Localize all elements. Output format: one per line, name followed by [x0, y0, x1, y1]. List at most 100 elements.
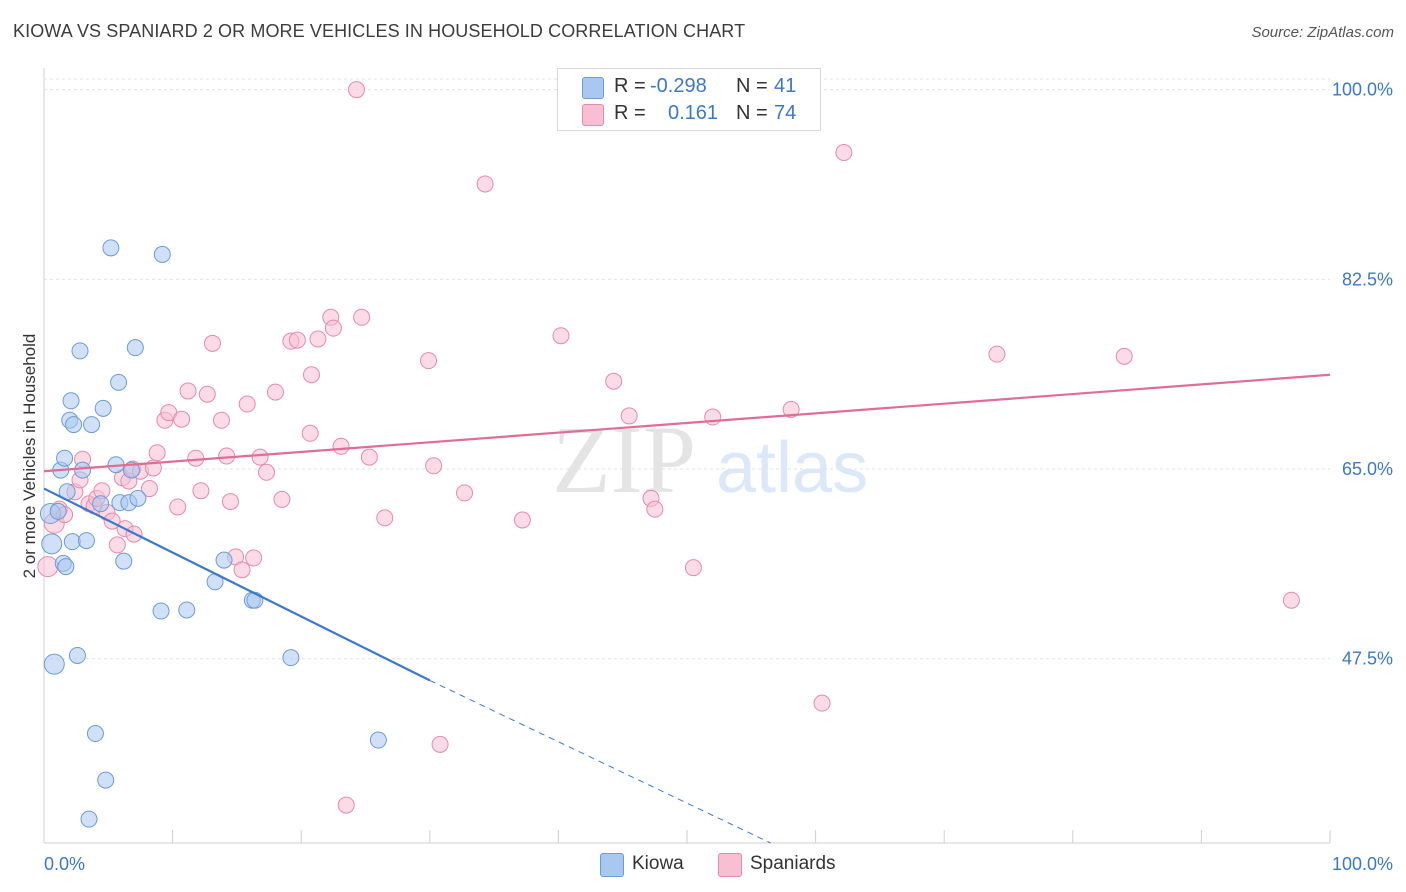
series-kiowa	[39, 239, 387, 828]
spaniards-point-25	[169, 498, 187, 516]
spaniards-point-56	[420, 352, 438, 370]
trend-lines	[43, 373, 1331, 844]
spaniards-point-20	[140, 480, 158, 498]
spaniards-point-70	[782, 400, 800, 418]
spaniards-point-61	[513, 511, 531, 529]
spaniards-point-44	[288, 331, 306, 349]
trendline-extension-kiowa	[429, 679, 771, 844]
spaniards-point-51	[337, 796, 355, 814]
trendline-kiowa	[43, 487, 431, 682]
spaniards-point-32	[212, 411, 230, 429]
spaniards-point-52	[347, 81, 365, 99]
spaniards-point-41	[266, 383, 284, 401]
kiowa-point-29	[122, 461, 140, 479]
spaniards-point-54	[360, 448, 378, 466]
kiowa-point-11	[63, 533, 81, 551]
kiowa-point-27	[115, 552, 133, 570]
spaniards-point-37	[238, 395, 256, 413]
r-value: 0.161	[668, 102, 719, 124]
spaniards-point-72	[835, 144, 853, 162]
kiowa-point-31	[129, 489, 147, 507]
kiowa-legend-label: Kiowa	[632, 853, 684, 874]
spaniards-legend-swatch	[718, 853, 742, 877]
chart-title: KIOWA VS SPANIARD 2 OR MORE VEHICLES IN …	[13, 21, 746, 41]
spaniards-point-38	[245, 549, 263, 567]
kiowa-point-18	[83, 416, 101, 434]
kiowa-point-10	[62, 392, 80, 410]
spaniards-point-73	[988, 345, 1006, 363]
kiowa-point-13	[68, 646, 86, 664]
spaniards-point-63	[605, 372, 623, 390]
y-tick-label-2: 82.5%	[1342, 269, 1393, 289]
spaniards-point-22	[148, 444, 166, 462]
spaniards-point-49	[324, 319, 342, 337]
spaniards-point-46	[302, 366, 320, 384]
y-axis-label: 2 or more Vehicles in Household	[20, 334, 39, 579]
spaniards-point-29	[192, 482, 210, 500]
kiowa-point-7	[57, 558, 75, 576]
watermark-atlas: atlas	[716, 428, 868, 508]
spaniards-point-68	[684, 559, 702, 577]
r-label: R =	[614, 102, 646, 124]
y-tick-label-0: 47.5%	[1342, 649, 1393, 669]
kiowa-point-34	[178, 601, 196, 619]
kiowa-point-6	[56, 449, 74, 467]
kiowa-point-3	[49, 502, 67, 520]
n-value: 74	[774, 102, 797, 124]
kiowa-point-36	[215, 551, 233, 569]
spaniards-point-57	[425, 457, 443, 475]
spaniards-point-69	[704, 408, 722, 426]
source-credit: Source: ZipAtlas.com	[1251, 24, 1394, 41]
r-label: R =	[614, 75, 646, 97]
spaniards-point-53	[353, 308, 371, 326]
spaniards-point-45	[301, 424, 319, 442]
axes	[43, 68, 1331, 844]
spaniards-point-50	[332, 437, 350, 455]
x-tick-label-0: 0.0%	[44, 854, 85, 874]
spaniards-point-74	[1115, 347, 1133, 365]
y-tick-label-3: 100.0%	[1332, 80, 1393, 100]
kiowa-point-21	[94, 399, 112, 417]
spaniards-point-13	[108, 536, 126, 554]
scatter-points	[37, 81, 1300, 828]
spaniards-point-47	[309, 330, 327, 348]
kiowa-swatch	[582, 77, 604, 99]
correlation-legend: R = -0.298 N = 41 R = 0.161 N = 74	[557, 68, 821, 131]
spaniards-point-26	[173, 410, 191, 428]
kiowa-point-30	[126, 339, 144, 357]
spaniards-point-0	[37, 556, 59, 578]
kiowa-point-19	[86, 725, 104, 743]
spaniards-point-34	[221, 493, 239, 511]
spaniards-point-75	[1282, 591, 1300, 609]
spaniards-point-71	[813, 694, 831, 712]
spaniards-point-58	[431, 735, 449, 753]
spaniards-legend-label: Spaniards	[750, 853, 836, 874]
spaniards-point-36	[233, 561, 251, 579]
r-value: -0.298	[650, 75, 707, 97]
kiowa-point-32	[152, 602, 170, 620]
spaniards-point-59	[456, 484, 474, 502]
kiowa-point-12	[65, 416, 83, 434]
kiowa-point-39	[282, 649, 300, 667]
spaniards-point-31	[203, 334, 221, 352]
series-spaniards	[37, 81, 1300, 814]
spaniards-point-64	[620, 407, 638, 425]
kiowa-point-22	[97, 771, 115, 789]
spaniards-point-60	[476, 175, 494, 193]
kiowa-point-14	[71, 342, 89, 360]
trendline-spaniards	[43, 373, 1331, 473]
n-label: N =	[736, 102, 768, 124]
kiowa-point-16	[77, 532, 95, 550]
kiowa-point-17	[80, 810, 98, 828]
kiowa-point-40	[369, 731, 387, 749]
n-label: N =	[736, 75, 768, 97]
spaniards-point-62	[552, 327, 570, 345]
kiowa-point-23	[102, 239, 120, 257]
spaniards-point-39	[251, 448, 269, 466]
kiowa-point-33	[153, 245, 171, 263]
kiowa-point-15	[74, 461, 92, 479]
spaniards-point-42	[273, 490, 291, 508]
spaniards-point-27	[179, 382, 197, 400]
kiowa-point-2	[43, 653, 65, 675]
